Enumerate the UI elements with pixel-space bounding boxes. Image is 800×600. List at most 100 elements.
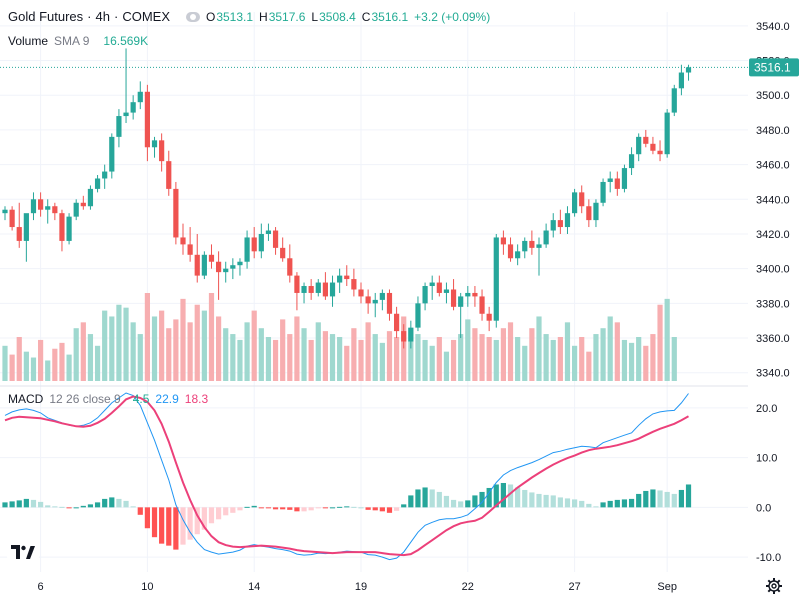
volume-bar [308, 339, 314, 381]
histogram-bar [180, 507, 186, 545]
histogram-bar [173, 507, 179, 550]
histogram-bar [671, 493, 677, 508]
price-tick-label: 3480.0 [756, 125, 790, 137]
price-tick-label: 3460.0 [756, 160, 790, 172]
candle-body [443, 289, 450, 293]
candle-body [401, 331, 407, 342]
volume-bar [664, 298, 670, 381]
candle-body [621, 168, 628, 189]
candle-body [386, 292, 393, 314]
macd-tick-label: 10.0 [756, 453, 777, 465]
histogram-bar [187, 507, 193, 540]
macd-name: MACD [8, 392, 44, 406]
macd-tick-label: 20.0 [756, 403, 777, 415]
eye-icon[interactable] [185, 11, 200, 22]
candle-body [515, 251, 521, 259]
histogram-bar [208, 507, 215, 524]
histogram-bar [272, 507, 279, 510]
candle-body [301, 286, 307, 293]
histogram-bar [593, 506, 599, 508]
candle-body [358, 289, 364, 297]
legend-separator: · [87, 9, 92, 24]
macd-legend[interactable]: MACD 12 26 close 9 4.5 22.9 18.3 [8, 392, 214, 406]
macd-params: 12 26 close 9 [49, 392, 121, 406]
histogram-bar [315, 507, 321, 509]
volume-bar [23, 351, 29, 381]
symbol-interval: 4h [95, 9, 110, 24]
candle-body [685, 67, 692, 73]
symbol-legend[interactable]: Gold Futures · 4h · COMEX O 3513.1 H 351… [8, 9, 496, 24]
price-tick-label: 3500.0 [756, 90, 790, 102]
volume-bar [16, 337, 22, 381]
candle-body [394, 313, 400, 332]
volume-bar [144, 293, 150, 381]
volume-bar [223, 328, 229, 381]
histogram-bar [408, 495, 414, 508]
symbol-name: Gold Futures [8, 9, 84, 24]
volume-bar [593, 334, 599, 381]
candle-body [216, 261, 222, 273]
volume-bar [557, 337, 563, 381]
histogram-bar [543, 494, 549, 508]
candle-body [194, 254, 200, 276]
candle-body [16, 227, 22, 241]
volume-bar [614, 322, 620, 381]
volume-bar [351, 328, 357, 381]
histogram-bar [329, 507, 336, 509]
volume-legend[interactable]: Volume SMA 9 16.569K [8, 34, 154, 48]
volume-bar [507, 322, 514, 381]
volume-bar [294, 316, 300, 381]
candle-body [379, 292, 385, 300]
tradingview-logo-icon[interactable] [6, 537, 40, 567]
histogram-bar [422, 487, 428, 508]
time-axis[interactable]: 6 10 14 19 22 27 Sep [38, 581, 677, 593]
gear-icon[interactable] [765, 577, 783, 600]
candle-body [73, 202, 79, 217]
price-tick-label: 3360.0 [756, 333, 790, 345]
volume-bar [272, 339, 279, 381]
histogram-bar [472, 495, 478, 508]
price-tick-label: 3540.0 [756, 21, 790, 33]
candle-body [52, 206, 58, 214]
histogram-bar [358, 507, 364, 509]
histogram-bar [344, 506, 350, 508]
histogram-bar [94, 502, 101, 508]
volume-bar [173, 319, 179, 381]
histogram-bar [301, 507, 307, 512]
histogram-bar [144, 507, 150, 529]
histogram-bar [479, 491, 485, 508]
volume-bar [337, 337, 343, 381]
candle-body [600, 181, 606, 203]
candle-body [529, 240, 535, 248]
histogram-bar [251, 505, 257, 508]
histogram-bar [151, 507, 158, 538]
candle-body [94, 178, 101, 189]
candle-body [365, 296, 371, 304]
candle-body [657, 150, 663, 155]
histogram-bar [486, 487, 492, 508]
price-tick-label: 3380.0 [756, 298, 790, 310]
histogram-bar [237, 507, 243, 511]
candle-body [166, 161, 172, 189]
histogram-bar [287, 507, 293, 510]
histogram-bar [73, 507, 79, 509]
candle-body [9, 209, 15, 228]
histogram-bar [657, 490, 663, 508]
histogram-bar [137, 507, 143, 515]
volume-bar [180, 298, 186, 381]
high-value: 3517.6 [268, 9, 306, 24]
candle-body [344, 275, 350, 280]
volume-bar [329, 334, 336, 381]
candle-body [59, 213, 65, 241]
volume-bar [458, 334, 464, 381]
volume-bar [636, 337, 642, 381]
volume-bar [94, 345, 101, 381]
macd-axis[interactable]: -10.0 0.0 10.0 20.0 [756, 403, 781, 564]
histogram-bar [643, 490, 649, 508]
histogram-bar [16, 500, 22, 508]
volume-bar [166, 328, 172, 381]
volume-bar [244, 322, 250, 381]
candle-body [201, 254, 207, 276]
histogram-bar [365, 507, 371, 510]
